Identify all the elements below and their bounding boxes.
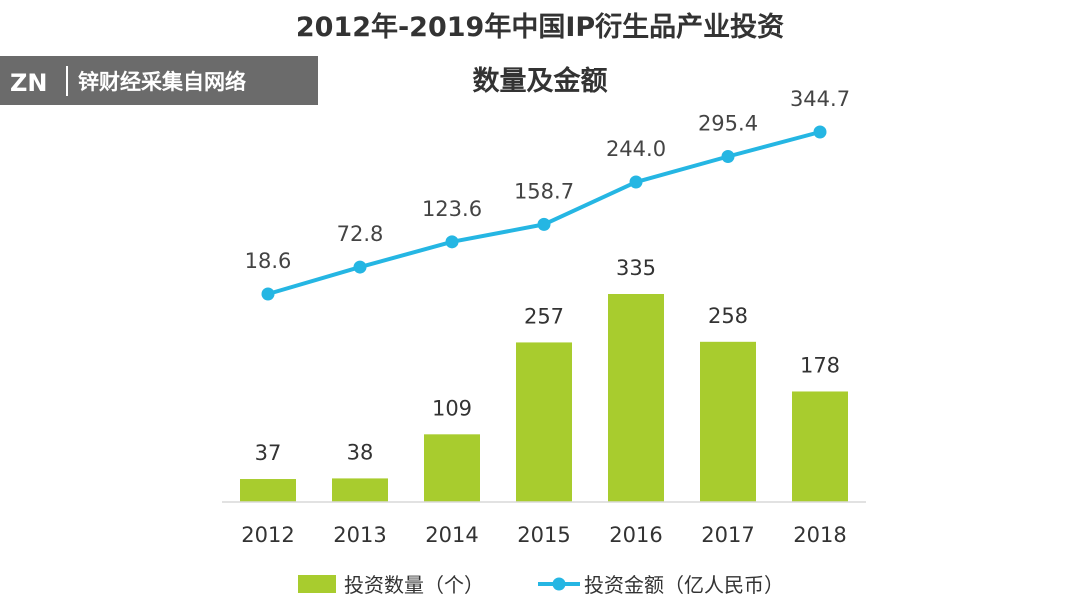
bars-layer: 37 38 109 257 335 258 178	[240, 256, 848, 502]
x-tick-2014: 2014	[425, 523, 478, 547]
line-label-2013: 72.8	[337, 222, 384, 246]
line-label-2012: 18.6	[245, 249, 292, 273]
bar-2013	[332, 478, 388, 502]
bar-2012	[240, 479, 296, 502]
bar-2015	[516, 342, 572, 502]
watermark: ZN 锌财经采集自网络	[0, 56, 318, 105]
bar-label-2015: 257	[524, 304, 564, 328]
x-tick-2015: 2015	[517, 523, 570, 547]
bar-2016	[608, 294, 664, 502]
line-point-2014	[445, 235, 459, 249]
bar-label-2016: 335	[616, 256, 656, 280]
legend-line-marker	[552, 577, 566, 591]
line-point-2017	[721, 149, 735, 163]
line-point-2016	[629, 175, 643, 189]
x-tick-2012: 2012	[241, 523, 294, 547]
bar-label-2012: 37	[255, 441, 282, 465]
bar-label-2017: 258	[708, 304, 748, 328]
bar-label-2014: 109	[432, 396, 472, 420]
legend-bar-swatch	[298, 575, 336, 593]
watermark-text: 锌财经采集自网络	[78, 70, 246, 94]
x-tick-2016: 2016	[609, 523, 662, 547]
legend: 投资数量（个） 投资金额（亿人民币）	[298, 573, 784, 597]
line-label-2016: 244.0	[606, 137, 666, 161]
chart-title-line-2: 数量及金额	[473, 65, 608, 97]
bar-2018	[792, 391, 848, 502]
bar-2014	[424, 434, 480, 502]
line-label-2014: 123.6	[422, 197, 482, 221]
legend-line-label: 投资金额（亿人民币）	[584, 573, 784, 597]
line-point-2018	[813, 125, 827, 139]
line-point-2015	[537, 217, 551, 231]
chart-title-line-1: 2012年-2019年中国IP衍生品产业投资	[296, 11, 784, 43]
line-label-2015: 158.7	[514, 179, 574, 203]
x-tick-2013: 2013	[333, 523, 386, 547]
line-label-2017: 295.4	[698, 111, 758, 135]
line-point-2012	[261, 287, 275, 301]
line-label-2018: 344.7	[790, 87, 850, 111]
line-series-amount	[267, 130, 821, 296]
x-ticks: 2012 2013 2014 2015 2016 2017 2018	[241, 523, 846, 547]
line-point-2013	[353, 260, 367, 274]
bar-label-2018: 178	[800, 353, 840, 377]
bar-2017	[700, 341, 756, 502]
x-tick-2017: 2017	[701, 523, 754, 547]
watermark-logo: ZN	[10, 69, 48, 97]
watermark-background	[0, 56, 318, 105]
bar-label-2013: 38	[347, 440, 374, 464]
legend-bar-label: 投资数量（个）	[344, 573, 484, 597]
x-tick-2018: 2018	[793, 523, 846, 547]
watermark-divider	[66, 66, 68, 96]
line-layer: 18.6 72.8 123.6 158.7 244.0 295.4 344.7	[245, 87, 850, 301]
